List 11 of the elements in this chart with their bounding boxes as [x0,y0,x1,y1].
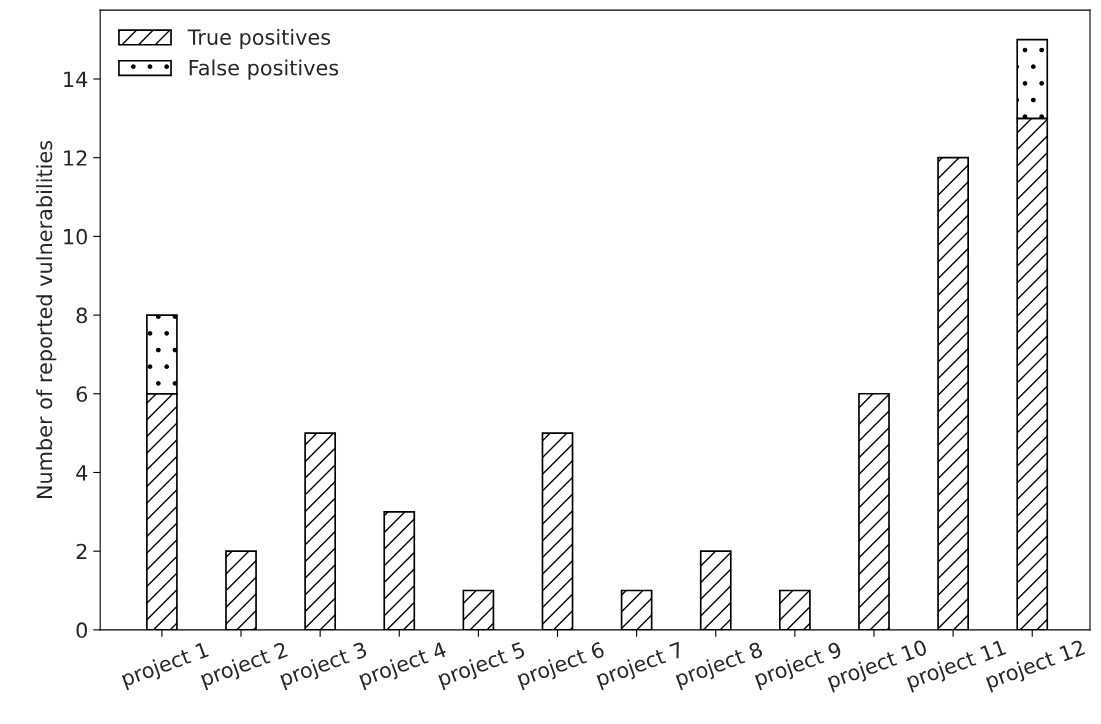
y-tick-label: 14 [64,71,88,87]
y-tick-label: 2 [76,543,87,560]
legend-label: True positives [187,28,331,50]
y-tick-label: 0 [76,622,87,639]
y-tick-label: 4 [76,465,88,481]
legend-label: False positives [189,59,339,80]
y-tick-label: 8 [76,307,87,324]
y-tick-label: 6 [76,386,88,402]
y-axis-title: Number of reported vulnerabilities [36,140,57,499]
y-tick-label: 12 [64,150,87,166]
y-tick-label: 10 [64,228,87,245]
